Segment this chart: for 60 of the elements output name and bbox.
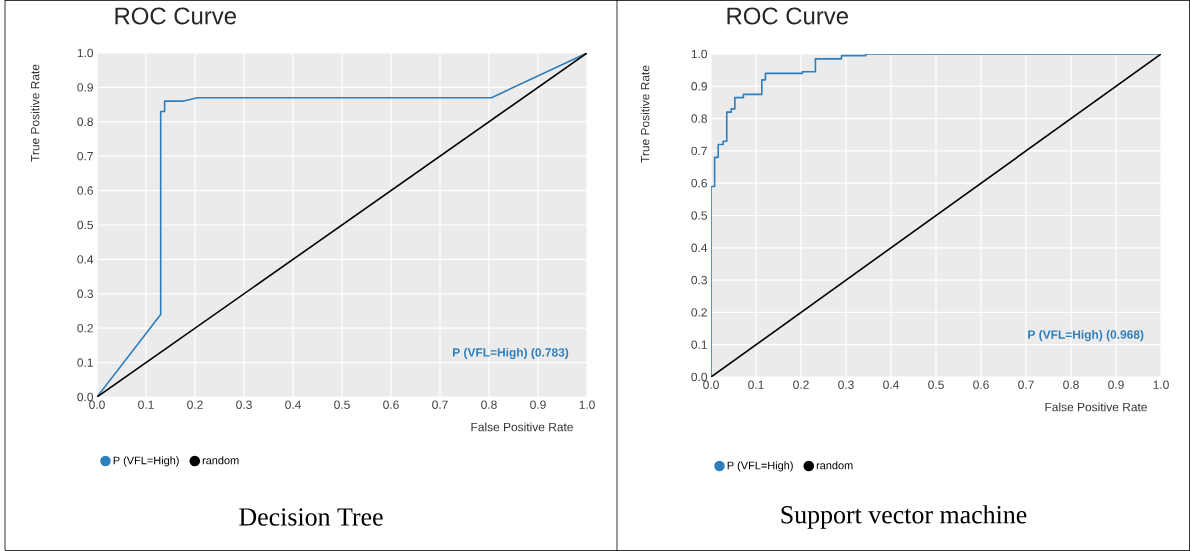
x-tick-label: 0.0 (89, 400, 105, 409)
y-tick-label: 0.7 (691, 146, 707, 156)
x-tick-label: 0.0 (703, 380, 719, 389)
y-tick-label: 0.4 (77, 255, 94, 264)
chart-title: ROC Curve (727, 7, 848, 25)
y-tick-label: 0.5 (77, 220, 93, 230)
legend-label: random (816, 461, 853, 470)
x-tick-label: 0.4 (883, 380, 899, 389)
x-tick-label: 0.5 (928, 380, 944, 389)
y-tick-label: 0.1 (691, 340, 707, 349)
y-tick-label: 0.2 (691, 308, 707, 317)
y-tick-label: 0.7 (77, 151, 93, 161)
legend-label: random (202, 456, 239, 465)
line-series (97, 53, 588, 397)
y-axis-title: True Positive Rate (30, 64, 40, 162)
x-axis-title: False Positive Rate (1045, 402, 1147, 412)
y-tick-label: 0.5 (691, 211, 707, 220)
line-series (711, 54, 1162, 377)
x-tick-label: 0.9 (530, 400, 546, 409)
y-tick-label: 0.2 (77, 323, 93, 333)
x-tick-label: 0.1 (138, 400, 154, 409)
x-tick-label: 0.2 (793, 380, 809, 389)
y-tick-label: 0.8 (77, 117, 93, 127)
annotation: P (VFL=High) (0.783) (453, 347, 569, 360)
y-tick-label: 0.1 (77, 358, 93, 367)
y-tick-label: 0.0 (77, 392, 94, 402)
x-tick-label: 0.1 (748, 380, 764, 389)
y-tick-label: 0.3 (77, 289, 93, 299)
y-axis-title: True Positive Rate (640, 65, 650, 163)
y-tick-label: 0.9 (77, 83, 93, 92)
x-tick-label: 0.3 (236, 400, 252, 409)
y-tick-label: 0.6 (691, 178, 707, 188)
y-tick-label: 0.8 (691, 114, 707, 123)
x-tick-label: 0.2 (187, 400, 203, 409)
x-tick-label: 0.9 (1108, 380, 1124, 389)
y-tick-label: 0.0 (691, 372, 708, 382)
y-tick-label: 1.0 (691, 49, 708, 59)
y-tick-label: 0.4 (691, 243, 708, 253)
annotation: P (VFL=High) (0.968) (1028, 329, 1144, 342)
y-tick-label: 0.9 (691, 82, 707, 91)
y-tick-label: 0.3 (691, 275, 707, 285)
y-tick-label: 1.0 (77, 48, 94, 58)
x-tick-label: 0.7 (1018, 380, 1034, 389)
x-tick-label: 1.0 (1153, 380, 1169, 389)
x-tick-label: 0.8 (481, 400, 497, 409)
x-tick-label: 0.3 (838, 380, 854, 389)
x-tick-label: 0.5 (334, 400, 350, 409)
x-tick-label: 0.7 (432, 400, 448, 409)
text: Support vector machine (781, 505, 1027, 529)
x-tick-label: 0.6 (973, 380, 989, 389)
x-tick-label: 0.4 (285, 400, 301, 409)
text: Decision Tree (239, 508, 383, 526)
x-tick-label: 0.6 (383, 400, 399, 409)
x-axis-title: False Positive Rate (471, 422, 573, 432)
chart-title: ROC Curve (115, 7, 236, 25)
x-tick-label: 1.0 (579, 400, 595, 409)
legend-label: P (VFL=High) (113, 456, 179, 467)
y-tick-label: 0.6 (77, 186, 93, 195)
legend-label: P (VFL=High) (727, 461, 793, 472)
x-tick-label: 0.8 (1063, 380, 1079, 389)
